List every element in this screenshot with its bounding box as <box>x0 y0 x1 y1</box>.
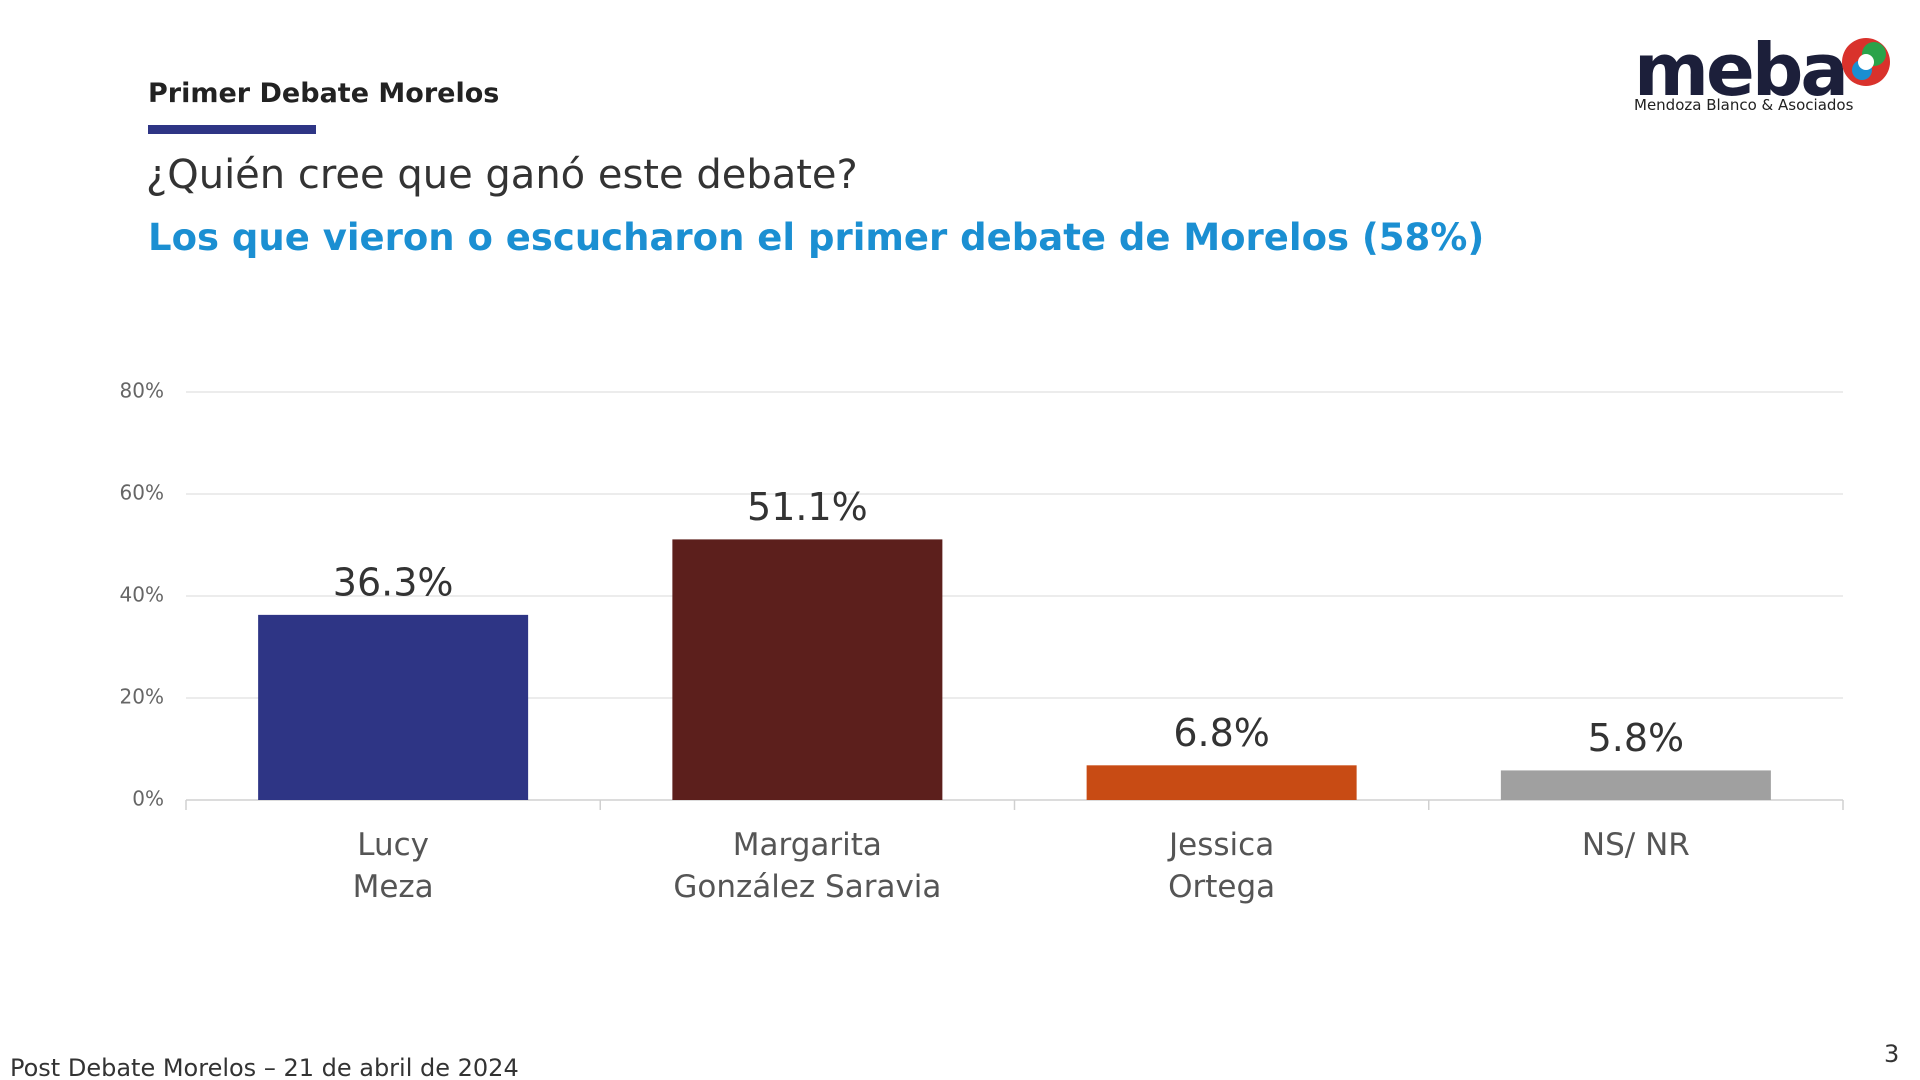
logo-icon <box>1842 38 1890 86</box>
x-tick-label: Jessica Ortega <box>1168 827 1276 905</box>
x-tick-label: NS/ NR <box>1581 827 1690 863</box>
value-label: 6.8% <box>1173 711 1270 755</box>
bar <box>258 614 529 800</box>
logo-subtitle: Mendoza Blanco & Asociados <box>1634 96 1854 114</box>
value-label: 51.1% <box>747 485 868 529</box>
x-tick-label: Lucy Meza <box>352 827 434 905</box>
page-number: 3 <box>1884 1040 1900 1068</box>
value-label: 5.8% <box>1588 716 1685 760</box>
y-tick-label: 80% <box>120 379 164 403</box>
y-tick-label: 40% <box>120 583 164 607</box>
logo: meba <box>1634 28 1849 112</box>
section-underline <box>148 125 316 134</box>
value-label: 36.3% <box>333 560 454 604</box>
bar <box>1500 770 1771 800</box>
chart-subtitle: Los que vieron o escucharon el primer de… <box>148 216 1485 259</box>
bar <box>1086 765 1357 800</box>
footer-text: Post Debate Morelos – 21 de abril de 202… <box>10 1054 519 1080</box>
y-tick-label: 60% <box>120 481 164 505</box>
x-tick-label: Margarita González Saravia <box>673 827 942 905</box>
section-title: Primer Debate Morelos <box>148 78 500 109</box>
y-tick-label: 0% <box>132 787 164 811</box>
bar <box>672 539 943 800</box>
y-tick-label: 20% <box>120 685 164 709</box>
chart-title: ¿Quién cree que ganó este debate? <box>146 152 858 198</box>
